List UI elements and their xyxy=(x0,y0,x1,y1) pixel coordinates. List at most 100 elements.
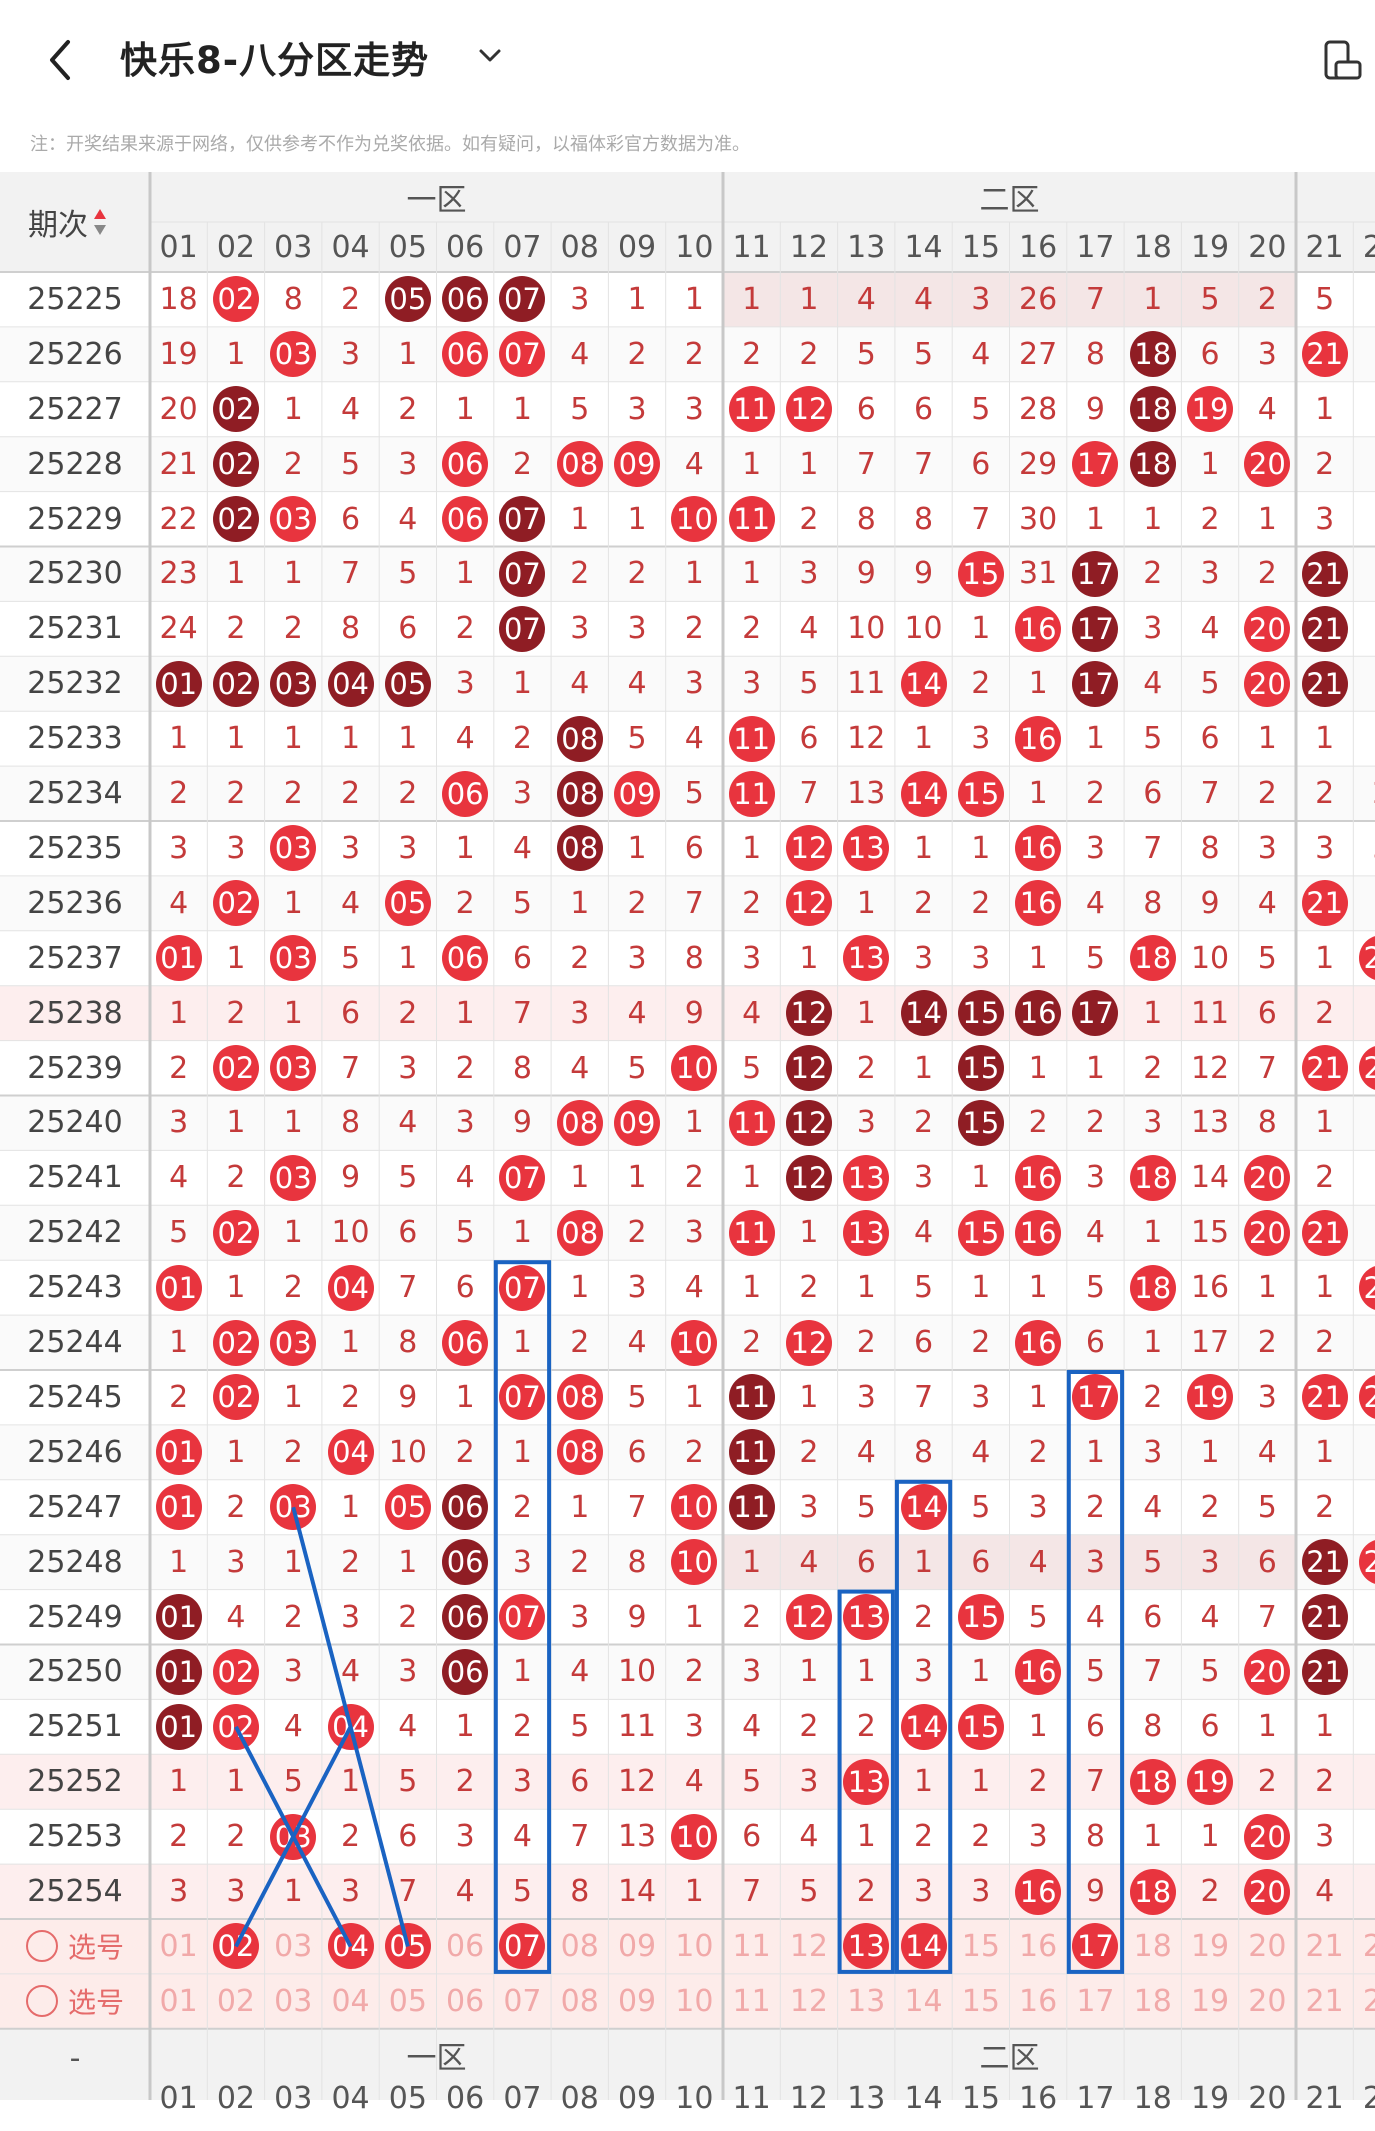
select-number[interactable]: 06 xyxy=(446,1983,485,2019)
radio-circle-icon[interactable] xyxy=(25,1985,58,2018)
selected-number-ball[interactable]: 05 xyxy=(384,1923,431,1970)
select-number[interactable]: 03 xyxy=(274,1928,313,1964)
miss-count: 8 xyxy=(1200,830,1220,866)
select-number[interactable]: 11 xyxy=(732,1928,771,1964)
select-number[interactable]: 17 xyxy=(1067,1919,1124,1974)
miss-count: 3 xyxy=(627,611,647,647)
select-number[interactable]: 22 xyxy=(1362,1928,1375,1964)
select-number[interactable]: 07 xyxy=(494,1919,551,1974)
miss-count: 1 xyxy=(799,1215,819,1251)
select-number[interactable]: 13 xyxy=(838,1919,895,1974)
select-number[interactable]: 12 xyxy=(789,1983,829,2019)
select-number[interactable]: 14 xyxy=(904,1983,943,2019)
miss-count: 1 xyxy=(398,721,418,757)
select-number[interactable]: 05 xyxy=(388,1983,427,2019)
select-row-toggle[interactable]: 选号 xyxy=(0,1974,150,2029)
select-number[interactable]: 07 xyxy=(503,1983,542,2019)
hit-ball: 04 xyxy=(327,1264,374,1311)
select-number[interactable]: 02 xyxy=(207,1919,264,1974)
select-number[interactable]: 20 xyxy=(1248,1928,1287,1964)
miss-count: 3 xyxy=(1315,1819,1335,1855)
select-number[interactable]: 09 xyxy=(617,1983,657,2019)
select-number[interactable]: 02 xyxy=(216,1983,256,2019)
draw-ball: 12 xyxy=(780,1041,837,1096)
miss-count: 3 xyxy=(340,336,361,372)
select-number[interactable]: 19 xyxy=(1190,1928,1230,1964)
radio-circle-icon[interactable] xyxy=(25,1930,58,1963)
page-title[interactable]: 快乐8-八分区走势 xyxy=(120,39,430,82)
draw-ball: 16 xyxy=(1010,601,1067,656)
hit-ball: 07 xyxy=(499,331,546,378)
selected-number-ball[interactable]: 04 xyxy=(327,1923,374,1970)
miss-count: 15 xyxy=(1190,1215,1230,1251)
select-number[interactable]: 13 xyxy=(847,1983,886,2019)
miss-count: 17 xyxy=(1190,1325,1230,1361)
selected-number-ball[interactable]: 02 xyxy=(212,1923,259,1970)
back-icon[interactable] xyxy=(42,30,82,90)
select-row-toggle[interactable]: 选号 xyxy=(0,1919,150,1974)
select-number[interactable]: 16 xyxy=(1019,1983,1058,2019)
hit-ball: 06 xyxy=(442,770,489,817)
miss-count: 14 xyxy=(617,1874,657,1910)
select-number[interactable]: 21 xyxy=(1305,1983,1344,2019)
streak-ball: 03 xyxy=(270,660,317,707)
screen-rotate-icon[interactable] xyxy=(1318,38,1364,84)
draw-ball: 06 xyxy=(437,931,494,986)
miss-count: 3 xyxy=(913,1874,934,1910)
select-number[interactable]: 08 xyxy=(560,1983,599,2019)
streak-ball: 21 xyxy=(1301,1539,1348,1586)
select-number[interactable]: 04 xyxy=(322,1919,379,1974)
select-number[interactable]: 12 xyxy=(789,1928,829,1964)
select-number[interactable]: 11 xyxy=(732,1983,771,2019)
select-number[interactable]: 14 xyxy=(895,1919,952,1974)
miss-count: 4 xyxy=(1257,885,1277,921)
miss-count: 22 xyxy=(159,501,198,537)
row-bg xyxy=(0,1095,1375,1151)
select-number[interactable]: 10 xyxy=(675,1983,714,2019)
select-number[interactable]: 19 xyxy=(1190,1983,1230,2019)
select-number[interactable]: 03 xyxy=(274,1983,313,2019)
miss-count: 3 xyxy=(570,995,590,1031)
footer-column-header: 01 xyxy=(159,2080,198,2116)
selected-number-ball[interactable]: 13 xyxy=(843,1923,890,1970)
miss-count: 4 xyxy=(570,1050,590,1086)
select-number[interactable]: 08 xyxy=(560,1928,599,1964)
draw-ball: 01 xyxy=(150,1590,207,1645)
select-number[interactable]: 20 xyxy=(1248,1983,1287,2019)
select-number[interactable]: 21 xyxy=(1305,1928,1344,1964)
miss-count: 1 xyxy=(226,336,246,372)
select-number[interactable]: 16 xyxy=(1019,1928,1058,1964)
draw-ball: 07 xyxy=(494,492,551,547)
select-number[interactable]: 09 xyxy=(617,1928,657,1964)
miss-count: 3 xyxy=(627,1270,647,1306)
hit-ball: 08 xyxy=(556,1429,603,1476)
miss-count: 1 xyxy=(570,1489,590,1525)
select-number[interactable]: 18 xyxy=(1133,1928,1172,1964)
draw-ball: 15 xyxy=(952,1041,1009,1096)
chevron-down-icon[interactable] xyxy=(475,40,505,70)
miss-count: 2 xyxy=(455,885,475,921)
miss-count: 3 xyxy=(684,391,704,427)
draw-ball: 01 xyxy=(150,1260,207,1315)
miss-count: 3 xyxy=(684,1709,704,1745)
select-number[interactable]: 18 xyxy=(1133,1983,1172,2019)
miss-count: 3 xyxy=(283,1654,303,1690)
select-number[interactable]: 15 xyxy=(961,1928,1000,1964)
select-number[interactable]: 05 xyxy=(379,1919,436,1974)
select-number[interactable]: 01 xyxy=(159,1928,198,1964)
select-number[interactable]: 06 xyxy=(446,1928,485,1964)
select-number[interactable]: 10 xyxy=(675,1928,714,1964)
miss-count: 5 xyxy=(340,446,361,482)
select-number[interactable]: 01 xyxy=(159,1983,198,2019)
selected-number-ball[interactable]: 07 xyxy=(499,1923,546,1970)
select-number[interactable]: 22 xyxy=(1362,1983,1375,2019)
miss-count: 2 xyxy=(283,1599,303,1635)
miss-count: 2 xyxy=(799,1270,819,1306)
selected-number-ball[interactable]: 14 xyxy=(900,1923,947,1970)
select-number[interactable]: 04 xyxy=(331,1983,370,2019)
select-number[interactable]: 17 xyxy=(1076,1983,1115,2019)
select-number[interactable]: 15 xyxy=(961,1983,1000,2019)
sort-icon[interactable] xyxy=(92,207,108,237)
draw-ball: 17 xyxy=(1067,437,1124,492)
selected-number-ball[interactable]: 17 xyxy=(1072,1923,1119,1970)
